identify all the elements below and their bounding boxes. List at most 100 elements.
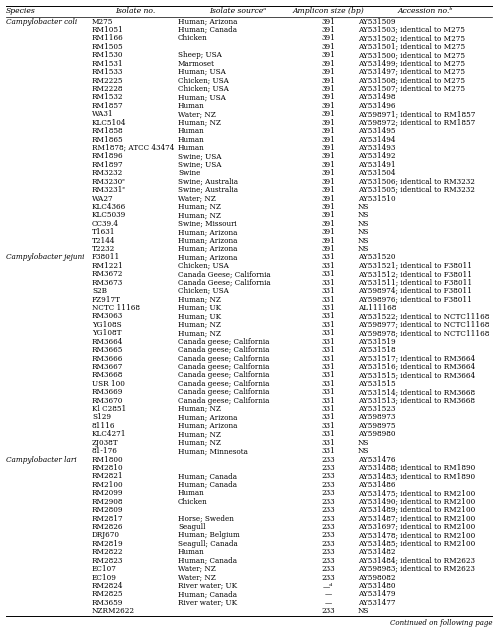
- Text: NS: NS: [358, 211, 370, 219]
- Text: RM1800: RM1800: [92, 455, 124, 464]
- Text: Swine; USA: Swine; USA: [178, 152, 222, 161]
- Text: 233: 233: [321, 607, 335, 615]
- Text: AY531491: AY531491: [358, 161, 395, 169]
- Text: 391: 391: [321, 161, 335, 169]
- Text: Human: Human: [178, 490, 205, 497]
- Text: RM3232: RM3232: [92, 170, 123, 177]
- Text: RM2809: RM2809: [92, 506, 124, 514]
- Text: AY531477: AY531477: [358, 599, 395, 607]
- Text: Canada Geese; California: Canada Geese; California: [178, 271, 270, 278]
- Text: S129: S129: [92, 413, 111, 422]
- Text: AY531500; identical to M275: AY531500; identical to M275: [358, 51, 465, 59]
- Text: USR 100: USR 100: [92, 380, 125, 388]
- Text: RM2908: RM2908: [92, 498, 124, 505]
- Text: NS: NS: [358, 237, 370, 244]
- Text: RM2824: RM2824: [92, 582, 124, 590]
- Text: AY531496: AY531496: [358, 102, 395, 110]
- Text: RM2099: RM2099: [92, 490, 124, 497]
- Text: RM3665: RM3665: [92, 346, 124, 354]
- Text: AY531488; identical to RM1890: AY531488; identical to RM1890: [358, 464, 475, 472]
- Text: Human: Human: [178, 127, 205, 135]
- Text: 233: 233: [321, 565, 335, 573]
- Text: AY598971; identical to RM1857: AY598971; identical to RM1857: [358, 110, 476, 118]
- Text: 233: 233: [321, 490, 335, 497]
- Text: 331: 331: [321, 422, 335, 430]
- Text: AY531522; identical to NCTC11168: AY531522; identical to NCTC11168: [358, 312, 490, 321]
- Text: AY598975: AY598975: [358, 422, 395, 430]
- Text: NS: NS: [358, 439, 370, 447]
- Text: Human; NZ: Human; NZ: [178, 203, 221, 211]
- Text: AY598977; identical to NCTC11168: AY598977; identical to NCTC11168: [358, 321, 490, 329]
- Text: 233: 233: [321, 464, 335, 472]
- Text: —: —: [324, 599, 332, 607]
- Text: 391: 391: [321, 135, 335, 144]
- Text: 331: 331: [321, 363, 335, 371]
- Text: 233: 233: [321, 548, 335, 556]
- Text: AY531697; identical to RM2100: AY531697; identical to RM2100: [358, 523, 475, 531]
- Text: Seagull: Seagull: [178, 523, 206, 531]
- Text: RM1530: RM1530: [92, 51, 124, 59]
- Text: Human; Canada: Human; Canada: [178, 481, 237, 489]
- Text: Human; NZ: Human; NZ: [178, 211, 221, 219]
- Text: EC107: EC107: [92, 565, 117, 573]
- Text: RM2100: RM2100: [92, 481, 124, 489]
- Text: 391: 391: [321, 237, 335, 244]
- Text: RM2821: RM2821: [92, 472, 124, 481]
- Text: Swine: Swine: [178, 170, 200, 177]
- Text: RM3670: RM3670: [92, 397, 124, 404]
- Text: RM1505: RM1505: [92, 43, 124, 51]
- Text: Human: Human: [178, 102, 205, 110]
- Text: NZRM2622: NZRM2622: [92, 607, 135, 615]
- Text: 233: 233: [321, 540, 335, 548]
- Text: AY531505; identical to RM3232: AY531505; identical to RM3232: [358, 186, 475, 194]
- Text: AY598978; identical to NCTC11168: AY598978; identical to NCTC11168: [358, 330, 490, 337]
- Text: AY531494: AY531494: [358, 135, 395, 144]
- Text: 331: 331: [321, 354, 335, 363]
- Text: YG108T: YG108T: [92, 330, 122, 337]
- Text: 331: 331: [321, 312, 335, 321]
- Text: AY531495: AY531495: [358, 127, 395, 135]
- Text: RM1896: RM1896: [92, 152, 124, 161]
- Text: 233: 233: [321, 523, 335, 531]
- Text: 391: 391: [321, 77, 335, 84]
- Text: 391: 391: [321, 85, 335, 93]
- Text: 233: 233: [321, 472, 335, 481]
- Text: Human; NZ: Human; NZ: [178, 431, 221, 438]
- Text: 233: 233: [321, 531, 335, 539]
- Text: EC109: EC109: [92, 573, 117, 582]
- Text: AY598972; identical to RM1857: AY598972; identical to RM1857: [358, 119, 475, 127]
- Text: River water; UK: River water; UK: [178, 582, 237, 590]
- Text: Canada geese; California: Canada geese; California: [178, 388, 269, 396]
- Text: AY531514; identical to RM3668: AY531514; identical to RM3668: [358, 388, 475, 396]
- Text: 391: 391: [321, 203, 335, 211]
- Text: AY531483; identical to RM1890: AY531483; identical to RM1890: [358, 472, 475, 481]
- Text: T2144: T2144: [92, 237, 116, 244]
- Text: 233: 233: [321, 481, 335, 489]
- Text: RM1858: RM1858: [92, 127, 124, 135]
- Text: 391: 391: [321, 127, 335, 135]
- Text: Swine; Australia: Swine; Australia: [178, 178, 238, 185]
- Text: 331: 331: [321, 447, 335, 455]
- Text: Chicken; USA: Chicken; USA: [178, 85, 229, 93]
- Text: AY531508; identical to M275: AY531508; identical to M275: [358, 77, 465, 84]
- Text: AY531516; identical to RM3664: AY531516; identical to RM3664: [358, 363, 475, 371]
- Text: Human; Belgium: Human; Belgium: [178, 531, 240, 539]
- Text: T2232: T2232: [92, 245, 115, 253]
- Text: 81116: 81116: [92, 422, 116, 430]
- Text: 331: 331: [321, 380, 335, 388]
- Text: 391: 391: [321, 186, 335, 194]
- Text: Chicken; USA: Chicken; USA: [178, 287, 229, 295]
- Text: RM2823: RM2823: [92, 557, 124, 565]
- Text: RM3673: RM3673: [92, 279, 123, 287]
- Text: AY531484; identical to RM2623: AY531484; identical to RM2623: [358, 557, 475, 565]
- Text: 391: 391: [321, 51, 335, 59]
- Text: RM3672: RM3672: [92, 271, 124, 278]
- Text: Water; NZ: Water; NZ: [178, 565, 216, 573]
- Text: Canada geese; California: Canada geese; California: [178, 354, 269, 363]
- Text: AY531498: AY531498: [358, 93, 395, 102]
- Text: Human; USA: Human; USA: [178, 93, 226, 102]
- Text: 391: 391: [321, 220, 335, 228]
- Text: 391: 391: [321, 102, 335, 110]
- Text: CC39.4: CC39.4: [92, 220, 119, 228]
- Text: 81-176: 81-176: [92, 447, 118, 455]
